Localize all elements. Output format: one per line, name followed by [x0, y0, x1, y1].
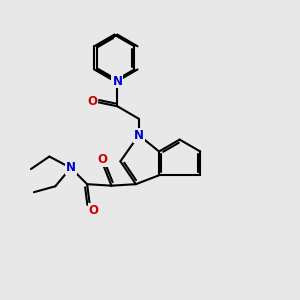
- Text: N: N: [66, 161, 76, 174]
- Text: O: O: [89, 204, 99, 218]
- Text: O: O: [88, 95, 98, 108]
- Text: N: N: [134, 129, 144, 142]
- Text: N: N: [112, 74, 122, 88]
- Text: O: O: [98, 153, 108, 166]
